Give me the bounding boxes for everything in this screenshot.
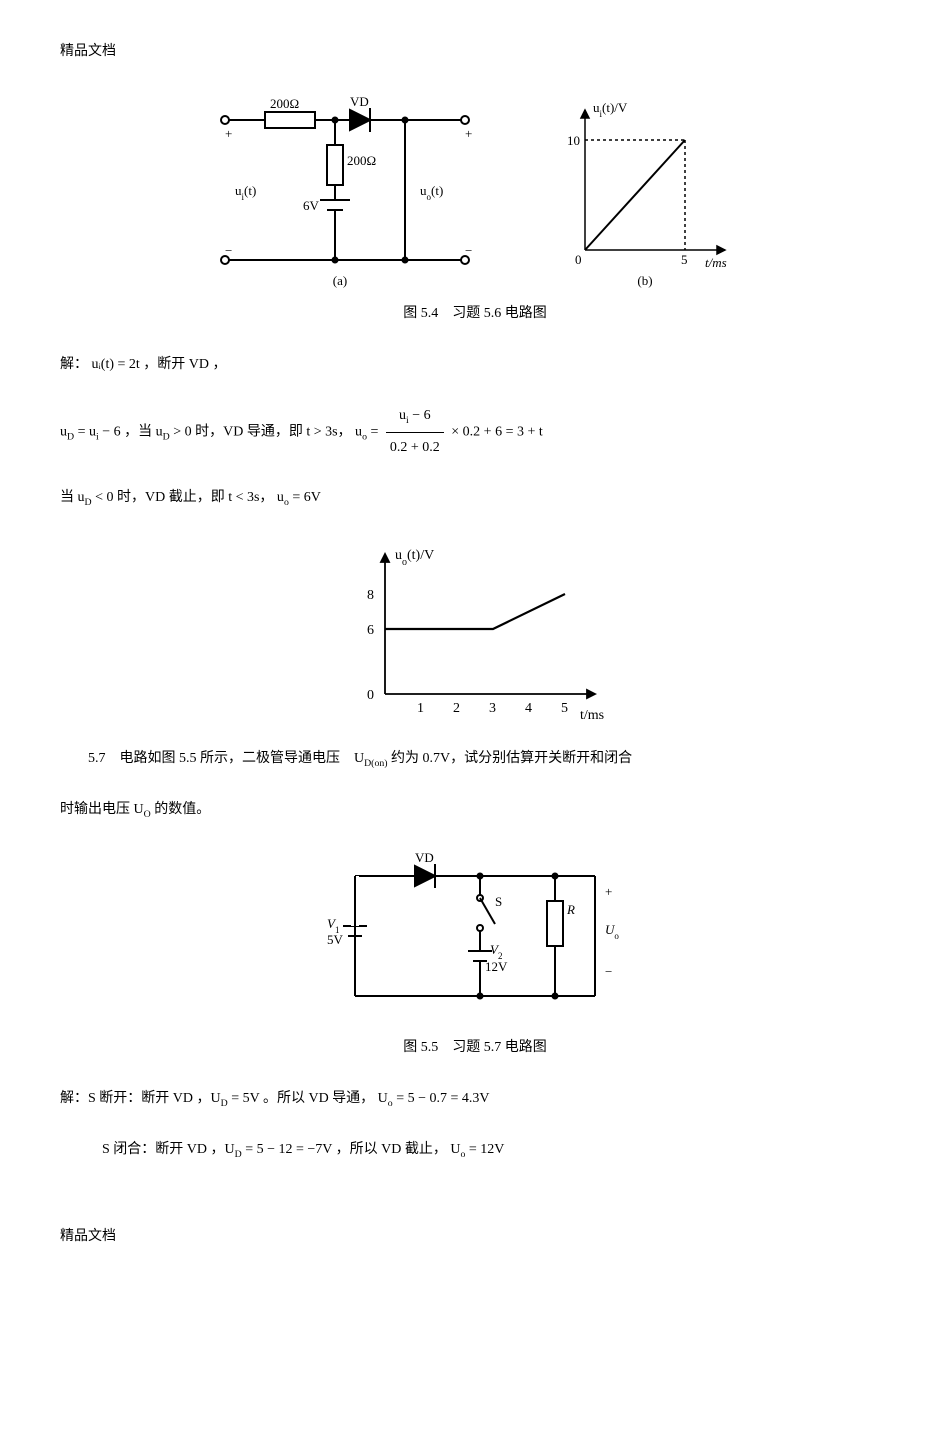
sub-a: (a): [333, 273, 347, 288]
minus-uo: −: [605, 964, 612, 979]
v2b: 12V: [485, 959, 508, 974]
caption-5-5: 图 5.5 习题 5.7 电路图: [60, 1036, 890, 1056]
vd-label: VD: [350, 94, 369, 109]
minus-left: −: [225, 243, 232, 258]
uo-xt3: 3: [489, 701, 496, 716]
minus-right: −: [465, 243, 472, 258]
prob57-text: 5.7 电路如图 5.5 所示，二极管导通电压 UD(on) 约为 0.7V，试…: [60, 744, 890, 775]
s55: S: [495, 894, 502, 909]
sol57-line2: S 闭合：断开 VD ，UD = 5 − 12 = −7V ，所以 VD 截止，…: [60, 1135, 890, 1166]
uo-xlabel: t/ms: [580, 708, 604, 723]
uo-xt2: 2: [453, 701, 460, 716]
uo-ytick-8: 8: [367, 588, 374, 603]
circuit-5-5: VD S V1 5V V2 12V R + Uo −: [315, 846, 635, 1016]
vd55: VD: [415, 850, 434, 865]
yaxis-label-b: ui(t)/V: [593, 100, 628, 119]
plus-right: +: [465, 126, 472, 141]
uo-ylabel: uo(t)/V: [395, 548, 434, 568]
caption-5-4: 图 5.4 习题 5.6 电路图: [60, 302, 890, 322]
page-header: 精品文档: [60, 40, 890, 60]
circuit-5-4a: + + − − 200Ω VD 200Ω 6V ui(t) uo(t) (a): [205, 90, 485, 290]
page-footer: 精品文档: [60, 1225, 890, 1245]
graph-uo: uo(t)/V 8 6 0 1 2 3 4 5 t/ms: [325, 534, 625, 724]
xtick-b: 5: [681, 252, 688, 267]
sol56-line1: 解： uᵢ(t) = 2t ，断开 VD ，: [60, 350, 890, 381]
xlabel-b: t/ms: [705, 255, 727, 270]
uo-ytick-6: 6: [367, 623, 374, 638]
sol56-line2: uD = ui − 6 ，当 uD > 0 时，VD 导通，即 t > 3s， …: [60, 401, 890, 464]
r-top-label: 200Ω: [270, 96, 299, 111]
plus-uo: +: [605, 884, 612, 899]
sol57-line1: 解：S 断开：断开 VD ，UD = 5V 。所以 VD 导通， Uo = 5 …: [60, 1084, 890, 1115]
origin-b: 0: [575, 252, 582, 267]
graph-5-4b: ui(t)/V 10 0 5 t/ms (b): [545, 90, 745, 290]
sol56-line3: 当 uD < 0 时，VD 截止，即 t < 3s， uo = 6V: [60, 483, 890, 514]
uo-xt4: 4: [525, 701, 532, 716]
r-mid-label: 200Ω: [347, 153, 376, 168]
uo-xt1: 1: [417, 701, 424, 716]
uo-label: uo(t): [420, 183, 443, 202]
uo55: Uo: [605, 922, 619, 941]
vsrc-label: 6V: [303, 198, 320, 213]
v1b: 5V: [327, 932, 344, 947]
prob57-text2: 时输出电压 UO 的数值。: [60, 795, 890, 826]
r55: R: [566, 902, 575, 917]
uo-xt5: 5: [561, 701, 568, 716]
ui-label: ui(t): [235, 183, 256, 202]
ytick-b: 10: [567, 133, 580, 148]
sub-b: (b): [637, 273, 652, 288]
plus-left: +: [225, 126, 232, 141]
figure-5-4-row: + + − − 200Ω VD 200Ω 6V ui(t) uo(t) (a): [60, 90, 890, 290]
uo-ytick-0: 0: [367, 688, 374, 703]
